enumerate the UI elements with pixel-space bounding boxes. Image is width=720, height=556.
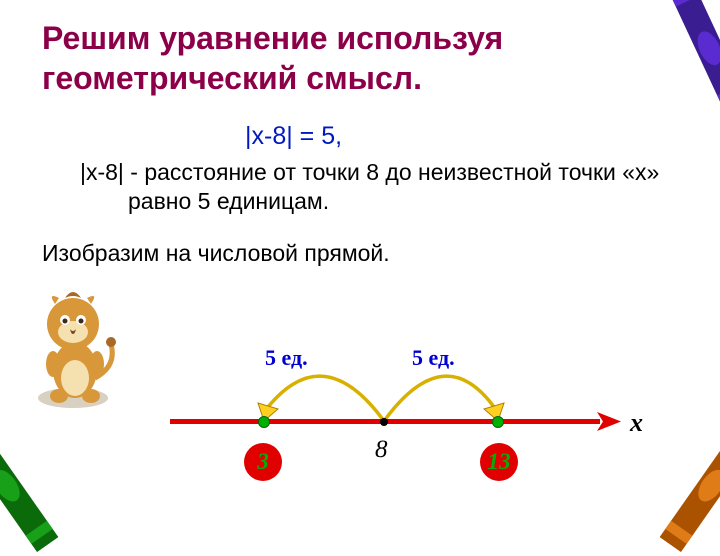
- number-line-arrowhead: [597, 409, 627, 434]
- lion-icon: [25, 288, 120, 413]
- point-8-dot: [380, 418, 388, 426]
- title: Решим уравнение используя геометрический…: [42, 18, 720, 98]
- solution-label-3: 3: [244, 443, 282, 481]
- solution-label-13: 13: [480, 443, 518, 481]
- equation: |х-8| = 5,: [245, 122, 342, 151]
- number-line-diagram: 5 ед. 5 ед. x 8 3 13: [0, 300, 720, 520]
- instruction-text: Изобразим на числовой прямой.: [42, 240, 390, 267]
- point-3-dot: [258, 416, 270, 428]
- point-8-label: 8: [375, 436, 388, 464]
- axis-label-x: x: [630, 408, 643, 438]
- point-13-dot: [492, 416, 504, 428]
- distance-arcs: [170, 345, 600, 427]
- explanation-text: |х-8| - расстояние от точки 8 до неизвес…: [42, 158, 660, 216]
